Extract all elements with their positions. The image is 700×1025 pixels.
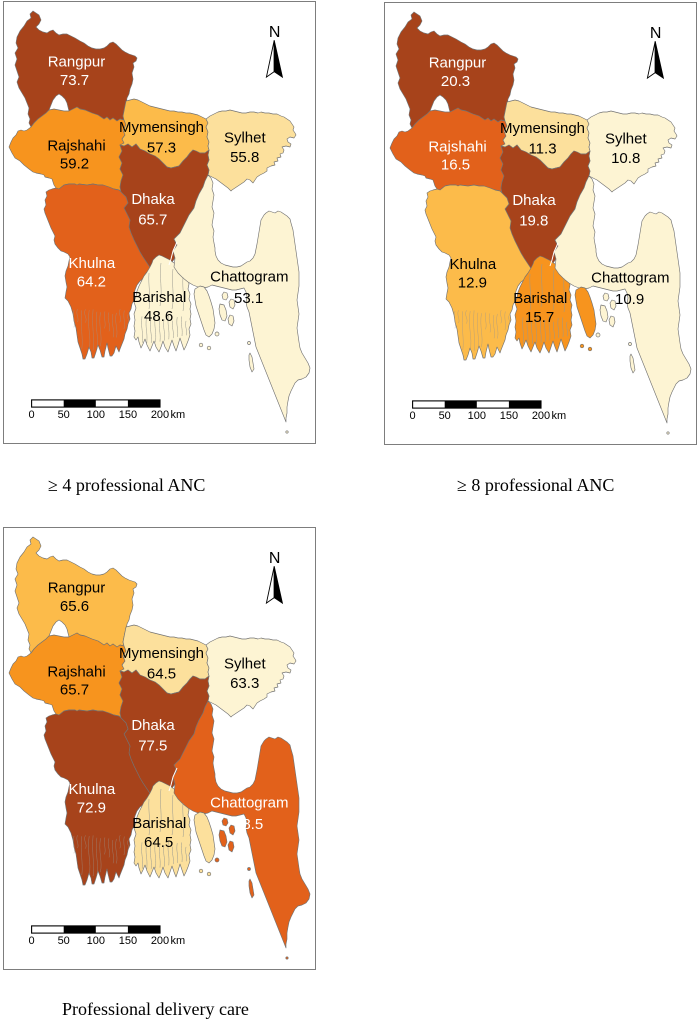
svg-text:11.3: 11.3 <box>528 141 556 158</box>
svg-text:Rajshahi: Rajshahi <box>47 137 105 154</box>
svg-text:59.2: 59.2 <box>60 156 89 173</box>
svg-text:Rajshahi: Rajshahi <box>428 138 486 155</box>
svg-text:Dhaka: Dhaka <box>512 192 556 209</box>
svg-text:50: 50 <box>439 410 451 422</box>
svg-text:Rajshahi: Rajshahi <box>47 663 105 680</box>
svg-text:Khulna: Khulna <box>69 781 116 798</box>
svg-text:Dhaka: Dhaka <box>131 191 175 208</box>
svg-text:77.5: 77.5 <box>138 737 167 754</box>
svg-text:150: 150 <box>119 409 137 421</box>
svg-text:0: 0 <box>29 409 35 421</box>
svg-text:19.8: 19.8 <box>519 212 548 229</box>
svg-text:km: km <box>171 409 186 421</box>
svg-text:Rangpur: Rangpur <box>48 53 106 70</box>
svg-text:55.8: 55.8 <box>230 149 259 166</box>
svg-text:50: 50 <box>58 935 70 947</box>
svg-text:73.7: 73.7 <box>60 72 89 89</box>
svg-text:Rangpur: Rangpur <box>48 579 106 596</box>
svg-text:Chattogram: Chattogram <box>210 269 288 286</box>
svg-text:65.6: 65.6 <box>60 598 89 615</box>
svg-text:0: 0 <box>29 935 35 947</box>
svg-text:Chattogram: Chattogram <box>591 270 669 287</box>
svg-text:16.5: 16.5 <box>441 157 470 174</box>
svg-text:Khulna: Khulna <box>69 255 116 272</box>
svg-text:48.6: 48.6 <box>144 308 173 325</box>
svg-text:100: 100 <box>87 935 105 947</box>
svg-text:72.9: 72.9 <box>77 800 106 817</box>
svg-text:64.2: 64.2 <box>77 274 106 291</box>
svg-text:Khulna: Khulna <box>450 256 497 273</box>
svg-text:65.7: 65.7 <box>60 682 89 699</box>
svg-text:Rangpur: Rangpur <box>429 54 487 71</box>
svg-text:Barishal: Barishal <box>132 289 186 306</box>
svg-text:Barishal: Barishal <box>513 290 567 307</box>
svg-text:10.8: 10.8 <box>611 150 640 167</box>
svg-text:50: 50 <box>58 409 70 421</box>
svg-text:Sylhet: Sylhet <box>224 656 267 673</box>
svg-text:200: 200 <box>151 409 169 421</box>
svg-text:Mymensingh: Mymensingh <box>119 645 204 662</box>
svg-text:0: 0 <box>410 410 416 422</box>
svg-text:15.7: 15.7 <box>525 309 554 326</box>
svg-text:N: N <box>269 550 281 567</box>
svg-text:100: 100 <box>468 410 486 422</box>
svg-text:km: km <box>552 410 567 422</box>
svg-text:100: 100 <box>87 409 105 421</box>
svg-text:Sylhet: Sylhet <box>224 130 267 147</box>
svg-text:Barishal: Barishal <box>132 815 186 832</box>
svg-text:200: 200 <box>151 935 169 947</box>
svg-text:65.7: 65.7 <box>138 211 167 228</box>
svg-text:63.3: 63.3 <box>230 675 259 692</box>
svg-text:Sylhet: Sylhet <box>605 131 648 148</box>
svg-text:10.9: 10.9 <box>615 291 644 308</box>
svg-text:N: N <box>269 24 281 41</box>
svg-text:53.1: 53.1 <box>234 290 263 307</box>
svg-text:78.5: 78.5 <box>234 816 263 833</box>
svg-text:150: 150 <box>119 935 137 947</box>
svg-text:200: 200 <box>532 410 550 422</box>
svg-text:20.3: 20.3 <box>441 73 470 90</box>
svg-text:km: km <box>171 935 186 947</box>
svg-text:N: N <box>650 25 662 42</box>
svg-text:57.3: 57.3 <box>147 140 176 157</box>
svg-text:Mymensingh: Mymensingh <box>119 119 204 136</box>
svg-text:12.9: 12.9 <box>458 275 487 292</box>
svg-text:Mymensingh: Mymensingh <box>500 120 585 137</box>
svg-text:Dhaka: Dhaka <box>131 717 175 734</box>
svg-text:150: 150 <box>500 410 518 422</box>
svg-text:64.5: 64.5 <box>144 834 173 851</box>
svg-text:64.5: 64.5 <box>147 666 176 683</box>
svg-text:Chattogram: Chattogram <box>210 795 288 812</box>
